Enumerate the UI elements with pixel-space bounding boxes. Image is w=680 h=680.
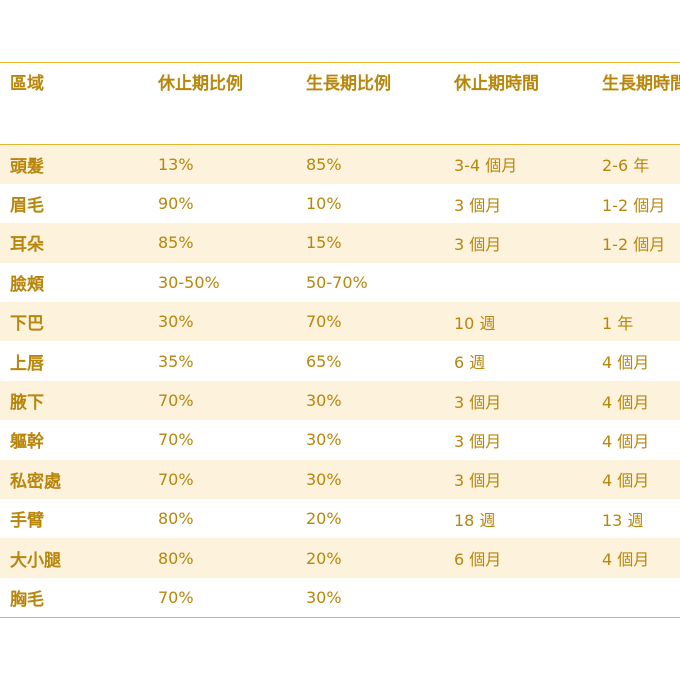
- anagen-ratio-cell: 20%: [306, 509, 342, 529]
- anagen-duration-cell: 1-2 個月: [602, 195, 666, 215]
- telogen-ratio-cell: 70%: [158, 430, 194, 450]
- anagen-duration-cell: 2-6 年: [602, 156, 650, 176]
- table-row: 腋下 70% 30% 3 個月 4 個月: [0, 380, 680, 421]
- telogen-duration-cell: [444, 578, 592, 617]
- table-row: 上唇 35% 65% 6 週 4 個月: [0, 341, 680, 380]
- telogen-ratio-cell: 85%: [158, 233, 194, 253]
- table-row: 軀幹 70% 30% 3 個月 4 個月: [0, 420, 680, 459]
- anagen-duration-cell: 1-2 個月: [602, 234, 666, 254]
- anagen-duration-cell: 13 週: [602, 510, 644, 530]
- telogen-duration-cell: 18 週: [454, 510, 496, 530]
- telogen-duration-cell: 3 個月: [454, 392, 502, 412]
- telogen-duration-cell: 3 個月: [454, 431, 502, 451]
- telogen-duration-cell: 3 個月: [454, 195, 502, 215]
- region-cell: 頭髮: [10, 156, 44, 177]
- telogen-ratio-cell: 80%: [158, 509, 194, 529]
- header-telogen-ratio: 休止期比例: [158, 74, 243, 94]
- table-row: 臉頰 30-50% 50-70%: [0, 263, 680, 302]
- anagen-ratio-cell: 65%: [306, 351, 342, 371]
- table-header: 區域 休止期比例 生長期比例 休止期時間 生長期時間: [0, 62, 680, 145]
- header-anagen-duration: 生長期時間: [602, 74, 680, 94]
- telogen-duration-cell: 3-4 個月: [454, 156, 518, 176]
- telogen-ratio-cell: 90%: [158, 194, 194, 214]
- header-telogen-duration: 休止期時間: [454, 74, 539, 94]
- anagen-ratio-cell: 30%: [306, 430, 342, 450]
- anagen-ratio-cell: 10%: [306, 194, 342, 214]
- anagen-ratio-cell: 15%: [306, 233, 342, 253]
- anagen-ratio-cell: 85%: [306, 154, 342, 174]
- anagen-ratio-cell: 50-70%: [306, 272, 368, 292]
- telogen-duration-cell: 3 個月: [454, 471, 502, 491]
- anagen-duration-cell: [592, 263, 680, 302]
- region-cell: 大小腿: [10, 550, 61, 571]
- telogen-ratio-cell: 30%: [158, 312, 194, 332]
- header-row: 區域 休止期比例 生長期比例 休止期時間 生長期時間: [0, 62, 680, 145]
- anagen-ratio-cell: 30%: [306, 391, 342, 411]
- telogen-ratio-cell: 35%: [158, 351, 194, 371]
- anagen-duration-cell: 4 個月: [602, 431, 650, 451]
- anagen-duration-cell: 4 個月: [602, 392, 650, 412]
- region-cell: 胸毛: [10, 589, 44, 610]
- anagen-ratio-cell: 30%: [306, 469, 342, 489]
- telogen-ratio-cell: 13%: [158, 154, 194, 174]
- table-row: 耳朵 85% 15% 3 個月 1-2 個月: [0, 223, 680, 263]
- anagen-duration-cell: 1 年: [602, 313, 634, 333]
- table-row: 眉毛 90% 10% 3 個月 1-2 個月: [0, 184, 680, 223]
- telogen-ratio-cell: 80%: [158, 548, 194, 568]
- table-row: 手臂 80% 20% 18 週 13 週: [0, 499, 680, 538]
- region-cell: 臉頰: [10, 274, 44, 295]
- telogen-duration-cell: 6 週: [454, 353, 486, 373]
- header-region: 區域: [10, 74, 44, 94]
- telogen-duration-cell: 6 個月: [454, 550, 502, 570]
- anagen-ratio-cell: 70%: [306, 312, 342, 332]
- table-row: 私密處 70% 30% 3 個月 4 個月: [0, 459, 680, 500]
- telogen-ratio-cell: 70%: [158, 469, 194, 489]
- hair-cycle-table: 區域 休止期比例 生長期比例 休止期時間 生長期時間 頭髮 13% 85% 3-4 個…: [0, 62, 680, 618]
- anagen-duration-cell: 4 個月: [602, 353, 650, 373]
- region-cell: 軀幹: [10, 432, 44, 453]
- region-cell: 腋下: [10, 393, 44, 414]
- region-cell: 下巴: [10, 314, 44, 335]
- region-cell: 私密處: [10, 471, 61, 492]
- anagen-ratio-cell: 20%: [306, 548, 342, 568]
- telogen-ratio-cell: 70%: [158, 391, 194, 411]
- region-cell: 上唇: [10, 353, 44, 374]
- anagen-ratio-cell: 30%: [306, 587, 342, 607]
- telogen-duration-cell: [444, 263, 592, 302]
- region-cell: 手臂: [10, 511, 44, 532]
- table-body: 頭髮 13% 85% 3-4 個月 2-6 年眉毛 90% 10% 3 個月 1-2 個月 耳朵 8…: [0, 144, 680, 618]
- table-row: 下巴 30% 70% 10 週 1 年: [0, 302, 680, 342]
- telogen-ratio-cell: 30-50%: [158, 272, 220, 292]
- anagen-duration-cell: 4 個月: [602, 550, 650, 570]
- region-cell: 眉毛: [10, 196, 44, 217]
- telogen-ratio-cell: 70%: [158, 587, 194, 607]
- anagen-duration-cell: 4 個月: [602, 471, 650, 491]
- table-row: 頭髮 13% 85% 3-4 個月 2-6 年: [0, 144, 680, 184]
- telogen-duration-cell: 3 個月: [454, 234, 502, 254]
- telogen-duration-cell: 10 週: [454, 313, 496, 333]
- table-row: 大小腿 80% 20% 6 個月 4 個月: [0, 538, 680, 578]
- header-anagen-ratio: 生長期比例: [306, 74, 391, 94]
- anagen-duration-cell: [592, 578, 680, 617]
- table-row: 胸毛 70% 30%: [0, 578, 680, 618]
- region-cell: 耳朵: [10, 235, 44, 256]
